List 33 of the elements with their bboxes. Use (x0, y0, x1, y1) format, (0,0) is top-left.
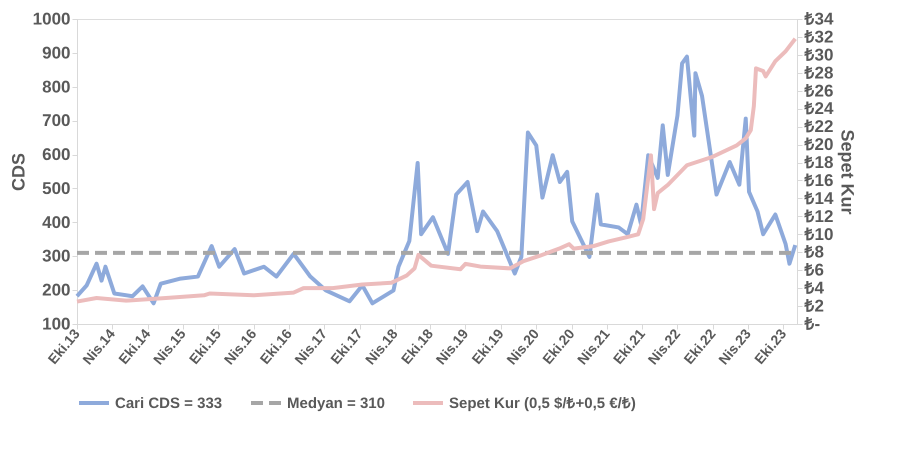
y2-axis-title: Sepet Kur (837, 129, 858, 215)
y-tick-label: 900 (42, 43, 70, 62)
y-tick-label: 800 (42, 77, 70, 96)
y2-tick-label: ₺28 (804, 63, 834, 82)
legend-label: Cari CDS = 333 (115, 395, 222, 412)
y-tick-label: 1000 (32, 10, 70, 28)
y2-tick-label: ₺8 (804, 242, 824, 262)
y2-tick-label: ₺20 (804, 135, 834, 154)
y-axis-title: CDS (8, 152, 29, 192)
y2-tick-label: ₺2 (804, 296, 824, 316)
y2-tick-label: ₺6 (804, 260, 824, 280)
y-tick-label: 200 (42, 280, 70, 300)
y2-tick-label: ₺26 (804, 81, 834, 100)
y-tick-label: 700 (42, 111, 70, 130)
y2-tick-label: ₺10 (804, 224, 834, 244)
y2-tick-label: ₺18 (804, 153, 834, 172)
y2-tick-label: ₺32 (804, 27, 834, 46)
y-tick-label: 600 (42, 145, 70, 164)
y-tick-label: 500 (42, 178, 70, 198)
legend-label: Sepet Kur (0,5 $/₺+0,5 €/₺) (449, 395, 636, 412)
y2-tick-label: ₺- (804, 314, 820, 334)
y2-tick-label: ₺24 (804, 99, 834, 118)
y2-tick-label: ₺34 (804, 10, 834, 28)
y2-tick-label: ₺22 (804, 117, 834, 136)
y2-tick-label: ₺14 (804, 188, 834, 208)
legend-label: Medyan = 310 (287, 395, 385, 412)
y2-tick-label: ₺16 (804, 170, 834, 190)
y-tick-label: 100 (42, 314, 70, 334)
y2-tick-label: ₺12 (804, 206, 834, 226)
y2-tick-label: ₺30 (804, 45, 834, 64)
y2-tick-label: ₺4 (804, 278, 824, 298)
y-tick-label: 300 (42, 246, 70, 266)
y-tick-label: 400 (42, 212, 70, 232)
